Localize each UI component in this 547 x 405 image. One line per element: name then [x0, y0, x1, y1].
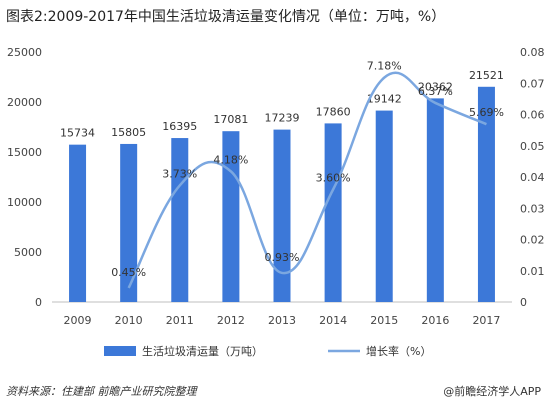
- y-right-tick-label: 0.05: [520, 140, 545, 153]
- x-tick-label: 2012: [217, 314, 245, 327]
- y-left-tick-label: 25000: [7, 46, 42, 59]
- x-tick-label: 2016: [421, 314, 449, 327]
- line-value-label: 7.18%: [367, 60, 402, 73]
- line-value-label: 3.60%: [316, 172, 351, 185]
- bar: [477, 86, 495, 302]
- x-tick-label: 2010: [115, 314, 143, 327]
- bar-value-label: 16395: [162, 120, 197, 133]
- bar: [171, 138, 189, 302]
- growth-rate-line: [127, 71, 487, 289]
- y-right-tick-label: 0.02: [520, 234, 545, 247]
- y-right-tick-label: 0.04: [520, 171, 545, 184]
- bar: [69, 144, 87, 302]
- line-value-label: 5.69%: [469, 106, 504, 119]
- bar-value-label: 17860: [316, 105, 351, 118]
- line-value-label: 6.37%: [418, 85, 453, 98]
- line-value-label: 0.45%: [111, 266, 146, 279]
- legend-swatch-bar: [104, 346, 136, 356]
- legend-label-bar: 生活垃圾清运量（万吨）: [142, 344, 263, 358]
- bar-value-label: 17081: [213, 113, 248, 126]
- bar: [222, 131, 240, 302]
- x-tick-label: 2009: [64, 314, 92, 327]
- y-right-tick-label: 0.01: [520, 265, 545, 278]
- brand-note: @前瞻经济学人APP: [443, 385, 541, 398]
- y-right-tick-label: 0.07: [520, 77, 545, 90]
- y-right-tick-label: 0.08: [520, 46, 545, 59]
- y-right-tick-label: 0: [520, 296, 527, 309]
- chart-title: 图表2:2009-2017年中国生活垃圾清运量变化情况（单位：万吨，%）: [6, 9, 446, 25]
- bar-value-label: 15805: [111, 126, 146, 139]
- y-left-tick-label: 20000: [7, 96, 42, 109]
- bar-value-label: 15734: [60, 127, 95, 140]
- y-left-tick-label: 0: [35, 296, 42, 309]
- x-tick-label: 2014: [319, 314, 347, 327]
- source-note: 资料来源：住建部 前瞻产业研究院整理: [6, 385, 197, 398]
- x-tick-label: 2015: [370, 314, 398, 327]
- bar: [375, 110, 393, 302]
- bar-value-label: 19142: [367, 93, 402, 106]
- x-tick-label: 2011: [166, 314, 194, 327]
- line-value-label: 0.93%: [265, 251, 300, 264]
- bar-value-label: 21521: [469, 69, 504, 82]
- y-left-tick-label: 10000: [7, 196, 42, 209]
- line-value-label: 4.18%: [213, 153, 248, 166]
- bar-value-label: 20362: [418, 80, 453, 93]
- y-left-tick-label: 5000: [14, 246, 42, 259]
- bar-value-label: 17239: [265, 112, 300, 125]
- y-right-tick-label: 0.06: [520, 109, 545, 122]
- x-tick-label: 2017: [472, 314, 500, 327]
- legend-label-line: 增长率（%）: [366, 344, 431, 358]
- bar: [120, 143, 138, 302]
- bar: [273, 129, 291, 302]
- y-left-tick-label: 15000: [7, 146, 42, 159]
- x-tick-label: 2013: [268, 314, 296, 327]
- bar: [324, 123, 342, 303]
- y-right-tick-label: 0.03: [520, 202, 545, 215]
- line-value-label: 3.73%: [162, 167, 197, 180]
- bar: [426, 98, 444, 302]
